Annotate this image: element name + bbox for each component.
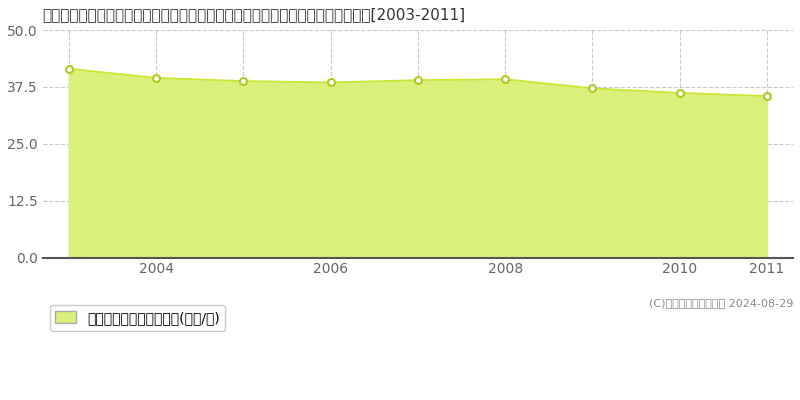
Legend: 基準地価格　平均坤単価(万円/坤): 基準地価格 平均坤単価(万円/坤) — [50, 306, 226, 330]
Text: 埼玉県さいたま市見沼区大字大谷字稲荷１４９番１７外　基準地価格　地価推移[2003-2011]: 埼玉県さいたま市見沼区大字大谷字稲荷１４９番１７外 基準地価格 地価推移[200… — [42, 7, 466, 22]
Text: (C)土地価格ドットコム 2024-08-29: (C)土地価格ドットコム 2024-08-29 — [649, 298, 793, 308]
